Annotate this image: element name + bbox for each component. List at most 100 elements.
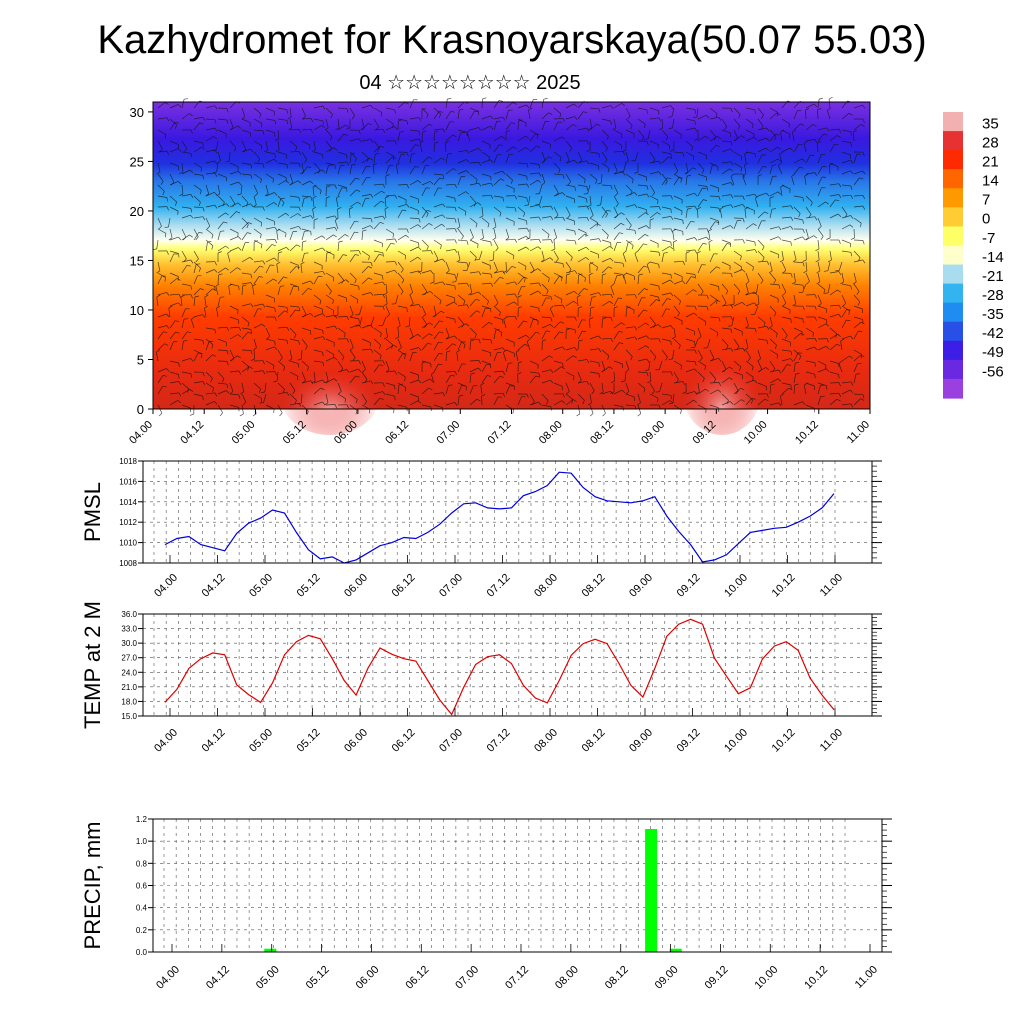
wind-barb (817, 140, 822, 144)
wind-barb (295, 146, 298, 151)
wind-barb (853, 154, 858, 164)
wind-barb (193, 264, 197, 274)
wind-barb (829, 271, 839, 274)
wind-barb (817, 283, 826, 290)
wind-barb (421, 404, 431, 408)
wind-barb (670, 153, 672, 158)
wind-barb (815, 248, 820, 252)
wind-barb (804, 173, 809, 177)
wind-barb (589, 335, 599, 340)
wind-barb (716, 332, 719, 337)
wind-barb (397, 203, 407, 208)
wind-barb (837, 333, 842, 337)
wind-barb (241, 382, 245, 392)
wind-barb (523, 278, 526, 283)
wind-barb (721, 243, 728, 252)
wind-barb (697, 243, 704, 252)
wind-barb (505, 102, 514, 109)
wind-barb (301, 215, 311, 219)
wind-barb (512, 409, 514, 414)
wind-barb (781, 387, 790, 395)
wind-barb (394, 126, 398, 130)
wind-barb (853, 398, 861, 406)
wind-barb (229, 162, 239, 168)
wind-barb (358, 368, 362, 373)
wind-barb (289, 140, 298, 148)
wind-barb (565, 300, 574, 307)
wind-barb (495, 329, 500, 331)
wind-barb (841, 389, 851, 395)
wind-barb (841, 381, 851, 384)
wind-barb (226, 384, 229, 389)
wind-barb (409, 117, 419, 120)
wind-barb (478, 360, 482, 365)
wind-barb (434, 130, 439, 133)
wind-barb (445, 294, 455, 299)
wind-barb (730, 304, 734, 309)
wind-barb (680, 134, 682, 139)
wind-barb (744, 206, 749, 210)
wind-barb (394, 238, 398, 243)
wind-barb (670, 341, 672, 346)
wind-barb (298, 403, 302, 407)
wind-barb (409, 283, 413, 293)
wind-barb (773, 279, 777, 284)
wind-barb (368, 409, 371, 414)
wind-barb (422, 313, 426, 318)
precip-bar (645, 829, 658, 952)
wind-barb (526, 104, 530, 109)
wind-barb (166, 292, 170, 296)
x-tick-label: 07.00 (434, 419, 462, 447)
wind-barb (571, 399, 574, 404)
wind-barb (218, 273, 223, 276)
wind-barb (505, 293, 515, 296)
wind-barb (223, 221, 228, 224)
wind-barb (517, 320, 524, 329)
y-tick-label: 0.4 (136, 904, 148, 913)
wind-barb (800, 332, 805, 336)
wind-barb (289, 371, 299, 377)
wind-barb (634, 326, 638, 331)
wind-barb (459, 108, 464, 111)
wind-barb (694, 120, 696, 125)
wind-barb (805, 235, 814, 241)
wind-barb (824, 292, 829, 294)
wind-barb (355, 399, 358, 404)
wind-barb (577, 173, 586, 180)
wind-barb (421, 387, 429, 395)
wind-barb (466, 129, 471, 133)
colorbar-swatch (943, 359, 963, 380)
wind-barb (429, 378, 434, 382)
wind-barb (694, 127, 698, 132)
wind-barb (607, 168, 610, 173)
warm-core (682, 345, 762, 435)
wind-barb (757, 239, 765, 247)
wind-barb (570, 257, 573, 262)
wind-barb (217, 231, 221, 241)
wind-barb (400, 291, 404, 295)
wind-barb (169, 381, 179, 384)
wind-barb (157, 195, 167, 198)
wind-barb (294, 400, 297, 405)
wind-barb (417, 256, 422, 260)
colorbar-label: -56 (982, 363, 1004, 380)
wind-barb (469, 360, 480, 362)
wind-barb (538, 373, 541, 378)
wind-barb (433, 239, 442, 246)
wind-barb (289, 118, 293, 128)
wind-barb (217, 203, 227, 208)
wind-barb (709, 266, 717, 274)
wind-barb (757, 316, 766, 323)
wind-barb (468, 292, 472, 296)
wind-barb (373, 162, 377, 166)
wind-barb (754, 153, 756, 158)
wind-barb (625, 151, 629, 161)
wind-barb (537, 179, 542, 183)
wind-barb (177, 181, 182, 185)
x-tick-label: 05.12 (304, 964, 332, 992)
wind-barb (577, 288, 585, 296)
wind-barb (553, 206, 559, 216)
wind-barb (781, 316, 791, 320)
